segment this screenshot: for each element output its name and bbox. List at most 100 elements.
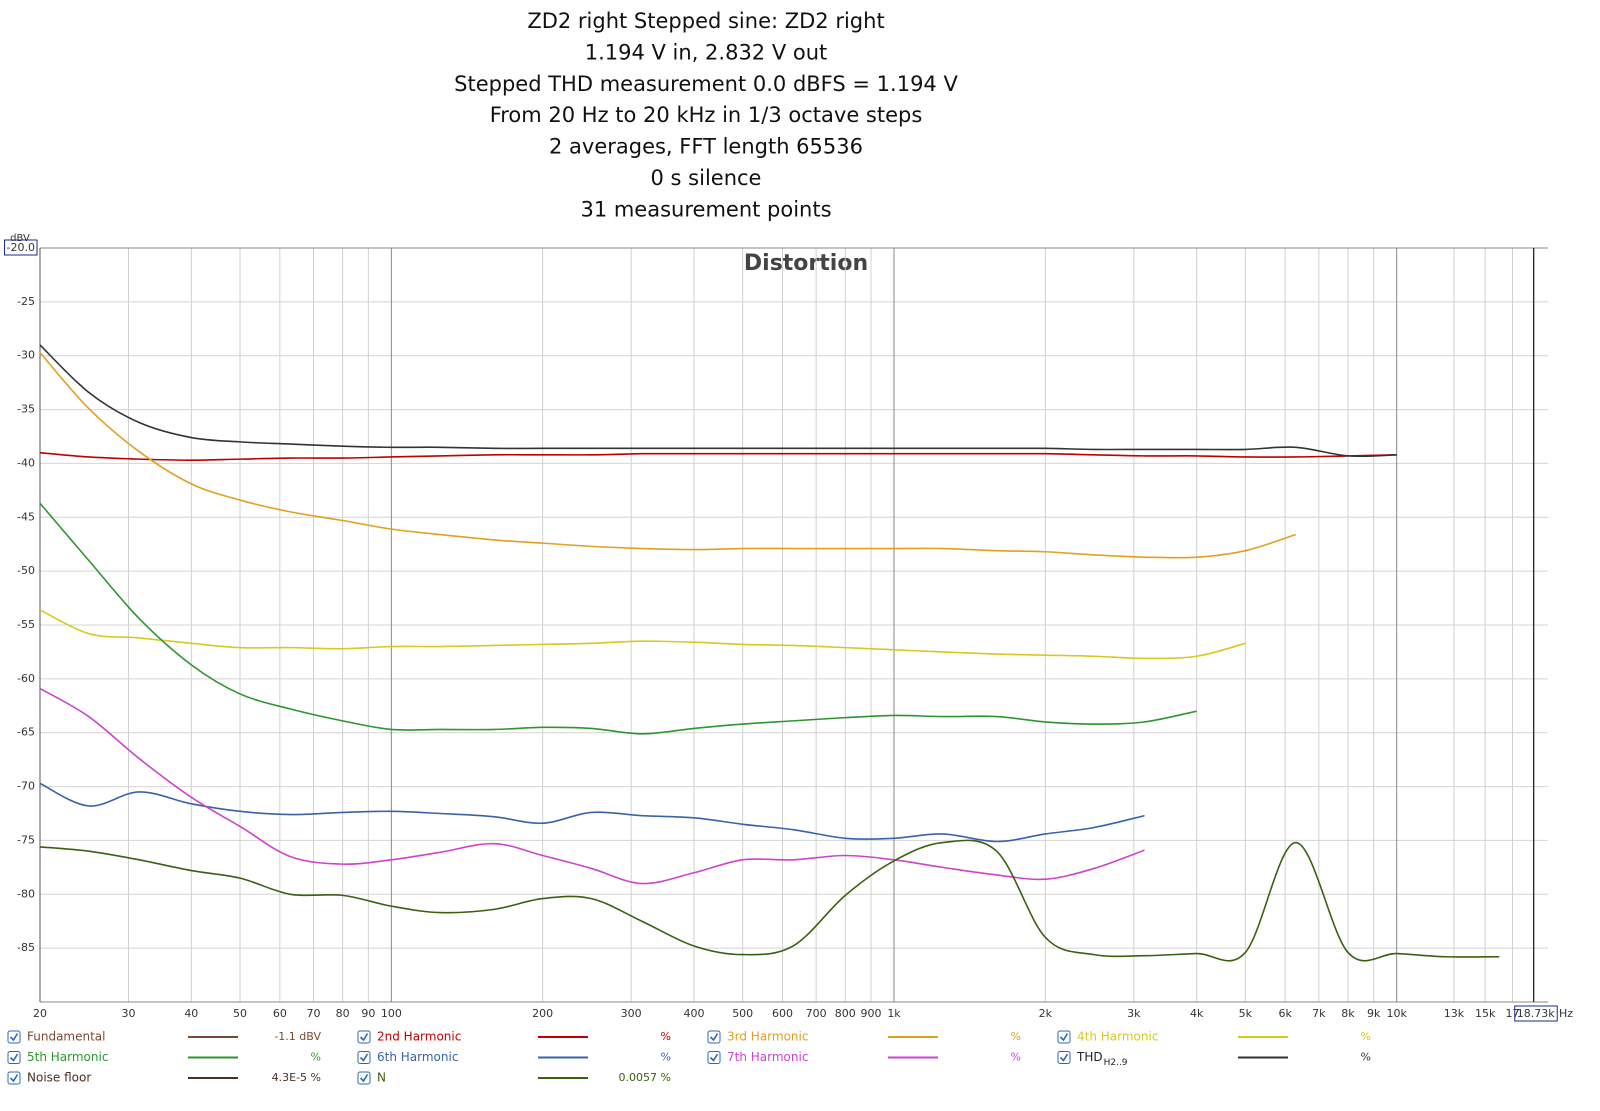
legend-checkbox bbox=[7, 1071, 21, 1085]
legend-value: 4.3E-5 % bbox=[272, 1071, 321, 1084]
legend-checkbox bbox=[1057, 1030, 1071, 1044]
legend-check bbox=[359, 1074, 369, 1083]
series-line bbox=[39, 451, 1397, 461]
x-tick-label: 40 bbox=[184, 1007, 198, 1020]
x-tick-label: 13k bbox=[1444, 1007, 1465, 1020]
x-tick-label: 15k bbox=[1475, 1007, 1496, 1020]
y-tick-label: -45 bbox=[17, 510, 35, 523]
x-tick-label: 900 bbox=[861, 1007, 882, 1020]
x-tick-label: 2k bbox=[1039, 1007, 1053, 1020]
chart-title: 31 measurement points bbox=[580, 197, 831, 221]
legend-check bbox=[1059, 1033, 1069, 1042]
legend-value: % bbox=[311, 1051, 321, 1064]
x-tick-label: 6k bbox=[1278, 1007, 1292, 1020]
legend-label: 2nd Harmonic bbox=[377, 1030, 461, 1044]
x-tick-label: 17 bbox=[1506, 1007, 1520, 1020]
y-tick-label: -35 bbox=[17, 403, 35, 416]
x-tick-label: 4k bbox=[1190, 1007, 1204, 1020]
x-tick-label: 100 bbox=[381, 1007, 402, 1020]
x-tick-label: 50 bbox=[233, 1007, 247, 1020]
y-tick-label: -70 bbox=[17, 780, 35, 793]
legend-item: 5th Harmonic% bbox=[7, 1050, 321, 1064]
y-cursor-box bbox=[4, 239, 38, 256]
chart-title: From 20 Hz to 20 kHz in 1/3 octave steps bbox=[490, 103, 923, 127]
y-tick-label: -25 bbox=[17, 295, 35, 308]
x-tick-label: 400 bbox=[683, 1007, 704, 1020]
chart-title: 0 s silence bbox=[651, 166, 762, 190]
legend-label: 3rd Harmonic bbox=[727, 1030, 808, 1044]
legend-item: 6th Harmonic% bbox=[357, 1050, 671, 1064]
legend-checkbox bbox=[7, 1030, 21, 1044]
series-line bbox=[39, 609, 1246, 660]
chart-title: 1.194 V in, 2.832 V out bbox=[585, 40, 828, 64]
legend-label: 4th Harmonic bbox=[1077, 1030, 1158, 1044]
legend-item: 7th Harmonic% bbox=[707, 1050, 1021, 1064]
y-tick-label: -40 bbox=[17, 456, 35, 469]
legend-label: THD bbox=[1076, 1050, 1103, 1064]
x-tick-label: 600 bbox=[772, 1007, 793, 1020]
legend-item: 4th Harmonic% bbox=[1057, 1030, 1371, 1044]
legend-check bbox=[9, 1053, 19, 1062]
y-tick-label: -80 bbox=[17, 887, 35, 900]
legend-value: % bbox=[1011, 1030, 1021, 1043]
x-tick-label: 5k bbox=[1239, 1007, 1253, 1020]
x-tick-label: 3k bbox=[1127, 1007, 1141, 1020]
series-line bbox=[39, 351, 1297, 559]
x-tick-label: 200 bbox=[532, 1007, 553, 1020]
legend-checkbox bbox=[707, 1030, 721, 1044]
legend-item: Noise floor 4.3E-5 % bbox=[7, 1071, 321, 1085]
cursor-label: 18.73k bbox=[1517, 1007, 1555, 1020]
legend-checkbox bbox=[7, 1051, 21, 1064]
x-tick-label: 7k bbox=[1312, 1007, 1326, 1020]
legend-checkbox bbox=[357, 1030, 371, 1044]
x-tick-label: 60 bbox=[273, 1007, 287, 1020]
x-tick-label: 9k bbox=[1367, 1007, 1381, 1020]
chart-title: Stepped THD measurement 0.0 dBFS = 1.194… bbox=[454, 72, 958, 96]
x-tick-label: 30 bbox=[122, 1007, 136, 1020]
legend-check bbox=[9, 1033, 19, 1042]
series-line bbox=[39, 687, 1145, 885]
x-tick-label: 80 bbox=[336, 1007, 350, 1020]
legend-value: % bbox=[1361, 1051, 1371, 1064]
series-line bbox=[39, 344, 1397, 458]
legend-value: -1.1 dBV bbox=[274, 1030, 321, 1043]
legend-check bbox=[359, 1033, 369, 1042]
series-line bbox=[39, 502, 1197, 735]
x-tick-label: 1k bbox=[887, 1007, 901, 1020]
legend-label-sub: H2..9 bbox=[1104, 1058, 1128, 1068]
legend-item: N 0.0057 % bbox=[357, 1071, 671, 1085]
legend-label: 6th Harmonic bbox=[377, 1050, 458, 1064]
legend-check bbox=[709, 1033, 719, 1042]
x-axis-label: Hz bbox=[1559, 1007, 1573, 1020]
legend-value: % bbox=[1011, 1051, 1021, 1064]
y-tick-label: -75 bbox=[17, 833, 35, 846]
chart-title: 2 averages, FFT length 65536 bbox=[549, 135, 863, 159]
legend-check bbox=[9, 1074, 19, 1083]
legend-item: 3rd Harmonic% bbox=[707, 1030, 1021, 1044]
legend-checkbox bbox=[357, 1051, 371, 1064]
legend-item: THD H2..9% bbox=[1057, 1050, 1371, 1068]
legend-item: 2nd Harmonic% bbox=[357, 1030, 671, 1044]
x-tick-label: 8k bbox=[1341, 1007, 1355, 1020]
x-tick-label: 700 bbox=[806, 1007, 827, 1020]
legend-check bbox=[359, 1053, 369, 1062]
legend-label: 7th Harmonic bbox=[727, 1050, 808, 1064]
y-tick-label: -60 bbox=[17, 672, 35, 685]
legend-check bbox=[1059, 1053, 1069, 1062]
series-line bbox=[39, 839, 1500, 962]
x-tick-label: 70 bbox=[306, 1007, 320, 1020]
legend-item: Fundamental -1.1 dBV bbox=[7, 1030, 321, 1044]
legend-checkbox bbox=[707, 1051, 721, 1064]
x-tick-label: 90 bbox=[361, 1007, 375, 1020]
legend-checkbox bbox=[1057, 1051, 1071, 1064]
y-tick-label: -30 bbox=[17, 349, 35, 362]
x-tick-label: 20 bbox=[33, 1007, 47, 1020]
x-tick-label: 10k bbox=[1386, 1007, 1407, 1020]
y-tick-label: -55 bbox=[17, 618, 35, 631]
legend-value: % bbox=[661, 1051, 671, 1064]
legend-value: 0.0057 % bbox=[619, 1071, 671, 1084]
chart-subtitle: Distortion bbox=[744, 251, 868, 276]
x-tick-label: 300 bbox=[621, 1007, 642, 1020]
legend-value: % bbox=[1361, 1030, 1371, 1043]
